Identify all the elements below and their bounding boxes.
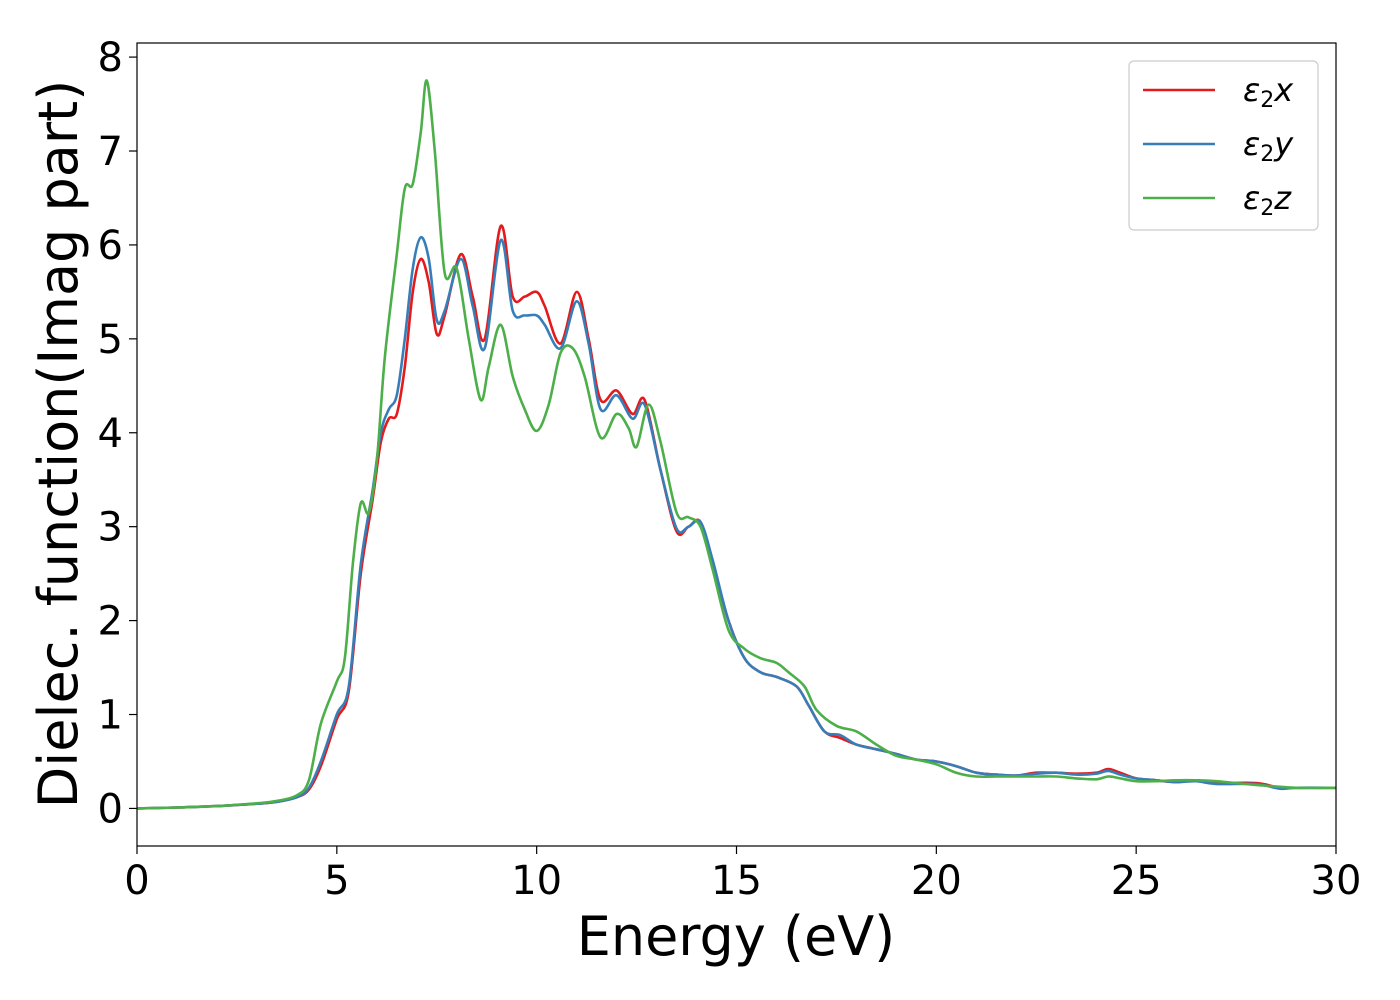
series-line-z (137, 79, 1336, 810)
y-tick-label: 7 (98, 129, 123, 175)
x-tick-label: 30 (1311, 858, 1362, 904)
y-tick-label: 8 (98, 35, 123, 81)
legend-label-z: ε2z (1243, 179, 1292, 221)
x-axis-ticks: 0 5 10 15 20 25 30 (124, 846, 1361, 904)
x-tick-label: 0 (124, 858, 149, 904)
y-axis-label: Dielec. function(Imag part) (27, 80, 90, 809)
legend-box (1128, 60, 1319, 231)
y-tick-label: 1 (98, 693, 123, 739)
x-tick-label: 20 (911, 858, 962, 904)
series-line-x (137, 224, 1336, 810)
y-tick-label: 5 (98, 317, 123, 363)
y-tick-label: 3 (98, 505, 123, 551)
x-tick-label: 25 (1111, 858, 1162, 904)
legend-label-x: ε2x (1243, 71, 1294, 113)
x-tick-label: 15 (711, 858, 762, 904)
series-line-y (137, 236, 1336, 810)
y-tick-label: 4 (98, 411, 123, 457)
x-tick-label: 5 (324, 858, 349, 904)
legend: ε2x ε2y ε2z (1128, 60, 1319, 231)
y-tick-label: 2 (98, 599, 123, 645)
y-tick-label: 6 (98, 223, 123, 269)
x-tick-label: 10 (511, 858, 562, 904)
series-layer (137, 79, 1336, 810)
x-axis-label: Energy (eV) (577, 905, 896, 968)
y-tick-label: 0 (98, 786, 123, 832)
legend-label-y: ε2y (1243, 125, 1294, 167)
y-axis-ticks: 0 1 2 3 4 5 6 7 8 (98, 35, 137, 832)
